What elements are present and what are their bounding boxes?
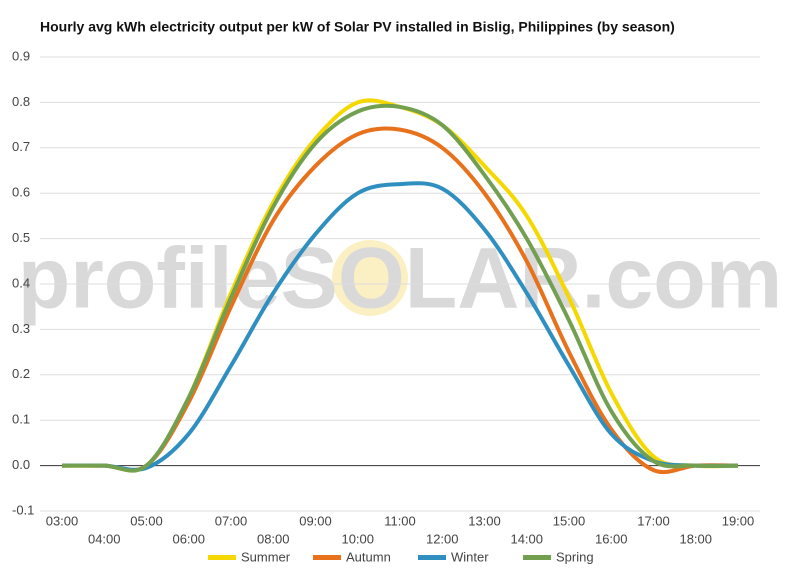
x-tick-label: 06:00 bbox=[172, 531, 205, 546]
y-tick-label: 0.3 bbox=[12, 321, 30, 336]
x-tick-label: 16:00 bbox=[595, 531, 628, 546]
legend-label: Autumn bbox=[346, 549, 391, 564]
legend-label: Spring bbox=[556, 549, 594, 564]
y-tick-label: 0.7 bbox=[12, 139, 30, 154]
y-tick-label: 0.1 bbox=[12, 412, 30, 427]
y-tick-label: 0.5 bbox=[12, 230, 30, 245]
legend-label: Winter bbox=[451, 549, 489, 564]
series-line bbox=[62, 103, 739, 473]
x-tick-label: 11:00 bbox=[384, 513, 416, 528]
y-tick-label: 0.6 bbox=[12, 185, 30, 200]
legend-swatch bbox=[418, 555, 446, 560]
y-tick-label: 0.9 bbox=[12, 48, 30, 63]
y-tick-label: 0.2 bbox=[12, 366, 30, 381]
watermark: profileSOLAR.com bbox=[18, 231, 783, 327]
y-tick-label: 0.8 bbox=[12, 94, 30, 109]
x-tick-label: 10:00 bbox=[341, 531, 374, 546]
watermark-sun bbox=[332, 240, 408, 316]
x-tick-label: 18:00 bbox=[679, 531, 712, 546]
x-tick-label: 04:00 bbox=[88, 531, 121, 546]
series-line bbox=[61, 181, 739, 472]
legend-label: Summer bbox=[241, 549, 291, 564]
chart-title: Hourly avg kWh electricity output per kW… bbox=[40, 19, 675, 35]
x-tick-label: 09:00 bbox=[299, 513, 332, 528]
legend-swatch bbox=[523, 555, 551, 560]
x-tick-label: 14:00 bbox=[510, 531, 543, 546]
legend-swatch bbox=[208, 555, 236, 560]
x-tick-label: 13:00 bbox=[468, 513, 501, 528]
x-tick-label: 12:00 bbox=[426, 531, 459, 546]
y-tick-label: 0.4 bbox=[12, 275, 30, 290]
x-tick-label: 03:00 bbox=[46, 513, 79, 528]
x-tick-label: 19:00 bbox=[722, 513, 755, 528]
y-tick-label: -0.1 bbox=[12, 502, 34, 517]
y-tick-label: 0.0 bbox=[12, 457, 30, 472]
x-tick-label: 15:00 bbox=[553, 513, 586, 528]
x-tick-label: 08:00 bbox=[257, 531, 290, 546]
x-tick-label: 17:00 bbox=[637, 513, 670, 528]
x-tick-label: 07:00 bbox=[215, 513, 248, 528]
x-tick-label: 05:00 bbox=[130, 513, 163, 528]
legend-swatch bbox=[313, 555, 341, 560]
